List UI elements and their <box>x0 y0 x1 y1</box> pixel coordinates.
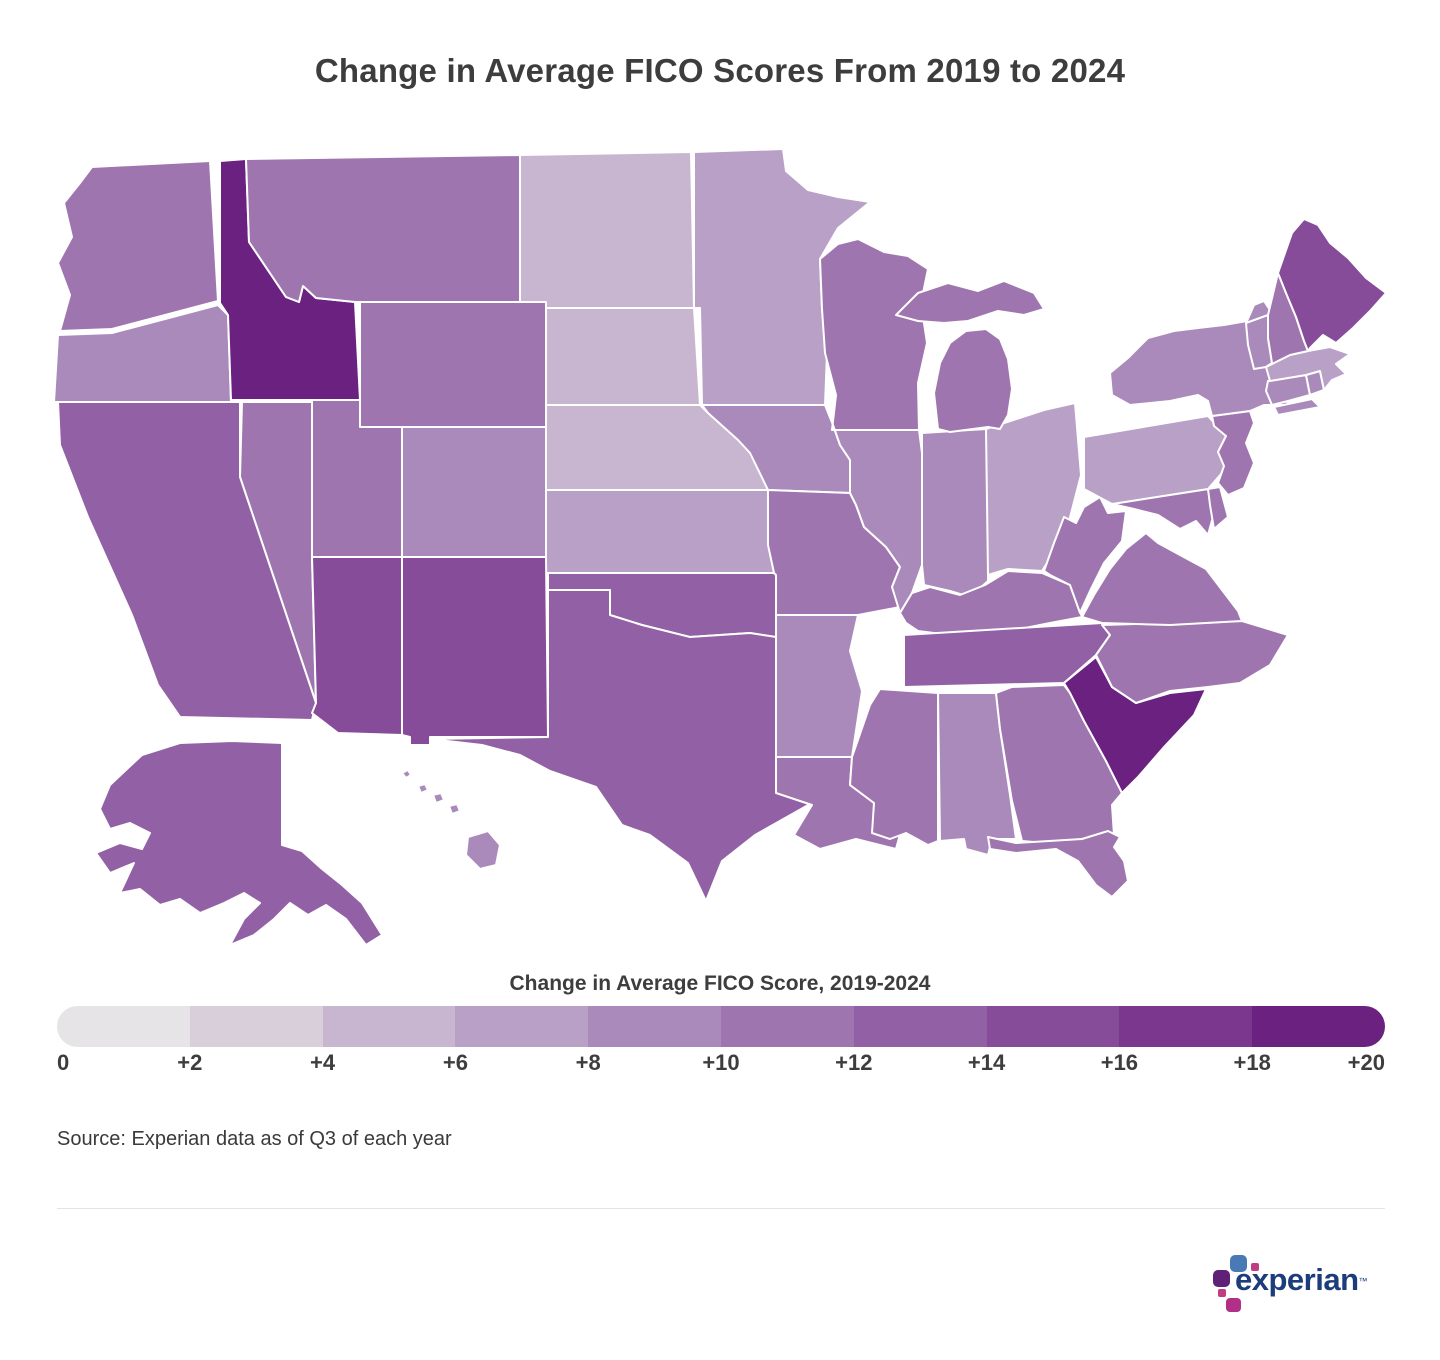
state-WA <box>57 160 219 332</box>
legend-tick-label: +2 <box>177 1050 203 1075</box>
source-text: Source: Experian data as of Q3 of each y… <box>57 1128 452 1150</box>
state-MI-lower <box>933 328 1013 433</box>
legend-tick-label: +16 <box>1100 1050 1139 1075</box>
state-AK <box>95 740 383 946</box>
state-HI-island-2 <box>417 783 429 794</box>
legend-bin <box>853 1006 987 1047</box>
state-IN <box>921 428 991 598</box>
state-NC <box>1095 620 1289 704</box>
logo-tm-mark: ™ <box>1358 1276 1368 1286</box>
legend-title: Change in Average FICO Score, 2019-2024 <box>509 972 931 995</box>
state-FL <box>987 830 1129 898</box>
legend-bar <box>57 1006 1385 1047</box>
state-WV <box>1043 496 1127 614</box>
state-WI <box>819 238 929 431</box>
legend-tick-label: +4 <box>310 1050 336 1075</box>
us-choropleth-map <box>50 145 1390 985</box>
legend-bin <box>57 1006 190 1047</box>
logo-pink-dot-icon <box>1251 1263 1259 1271</box>
legend-bin <box>1252 1006 1385 1047</box>
state-NY-long-island <box>1273 398 1321 416</box>
legend-bin <box>986 1006 1120 1047</box>
state-TX <box>429 589 841 902</box>
us-map-svg <box>53 148 1387 946</box>
legend-tick-label: +20 <box>1347 1050 1385 1075</box>
legend-labels: 0 +2 +4 +6 +8 +10 +12 +14 +16 +18 +20 <box>57 1050 1385 1080</box>
page-title: Change in Average FICO Scores From 2019 … <box>314 52 1126 89</box>
legend-tick-label: 0 <box>57 1050 70 1075</box>
state-AR <box>775 614 863 758</box>
legend-bin <box>588 1006 721 1047</box>
state-HI-island-3 <box>432 792 445 804</box>
legend-bin <box>455 1006 589 1047</box>
legend-tick-label: +14 <box>967 1050 1006 1075</box>
logo-purple-square-icon <box>1213 1270 1230 1287</box>
state-HI-main <box>465 830 501 870</box>
state-ME <box>1277 218 1387 352</box>
state-CO <box>401 426 547 558</box>
logo-wordmark: experian™ <box>1235 1262 1368 1297</box>
state-VA <box>1081 532 1243 626</box>
state-CA <box>57 401 317 721</box>
state-DE <box>1207 486 1229 530</box>
state-HI-island-4 <box>448 803 461 815</box>
legend-bin <box>322 1006 456 1047</box>
legend-bin <box>720 1006 854 1047</box>
states-group <box>53 148 1387 946</box>
state-NM <box>401 556 549 746</box>
state-WY <box>359 301 547 428</box>
experian-logo: experian™ <box>1213 1253 1383 1321</box>
legend-tick-label: +6 <box>442 1050 468 1075</box>
footer-divider <box>57 1208 1385 1209</box>
state-ND <box>519 151 695 309</box>
logo-magenta-square-icon <box>1226 1298 1241 1312</box>
state-MT <box>245 154 521 303</box>
legend-bin <box>1119 1006 1253 1047</box>
legend-tick-label: +12 <box>835 1050 873 1075</box>
legend-tick-label: +18 <box>1233 1050 1271 1075</box>
state-NJ <box>1211 410 1255 496</box>
logo-blue-square-icon <box>1230 1255 1247 1272</box>
logo-pink-dot-small-icon <box>1218 1289 1226 1297</box>
legend-tick-label: +10 <box>702 1050 740 1075</box>
legend-bin <box>189 1006 323 1047</box>
legend-tick-label: +8 <box>575 1050 601 1075</box>
state-KS <box>545 489 775 574</box>
state-AZ <box>311 556 403 736</box>
state-MI-upper <box>895 280 1045 324</box>
state-HI-island-1 <box>401 769 412 779</box>
state-MS <box>849 688 939 846</box>
